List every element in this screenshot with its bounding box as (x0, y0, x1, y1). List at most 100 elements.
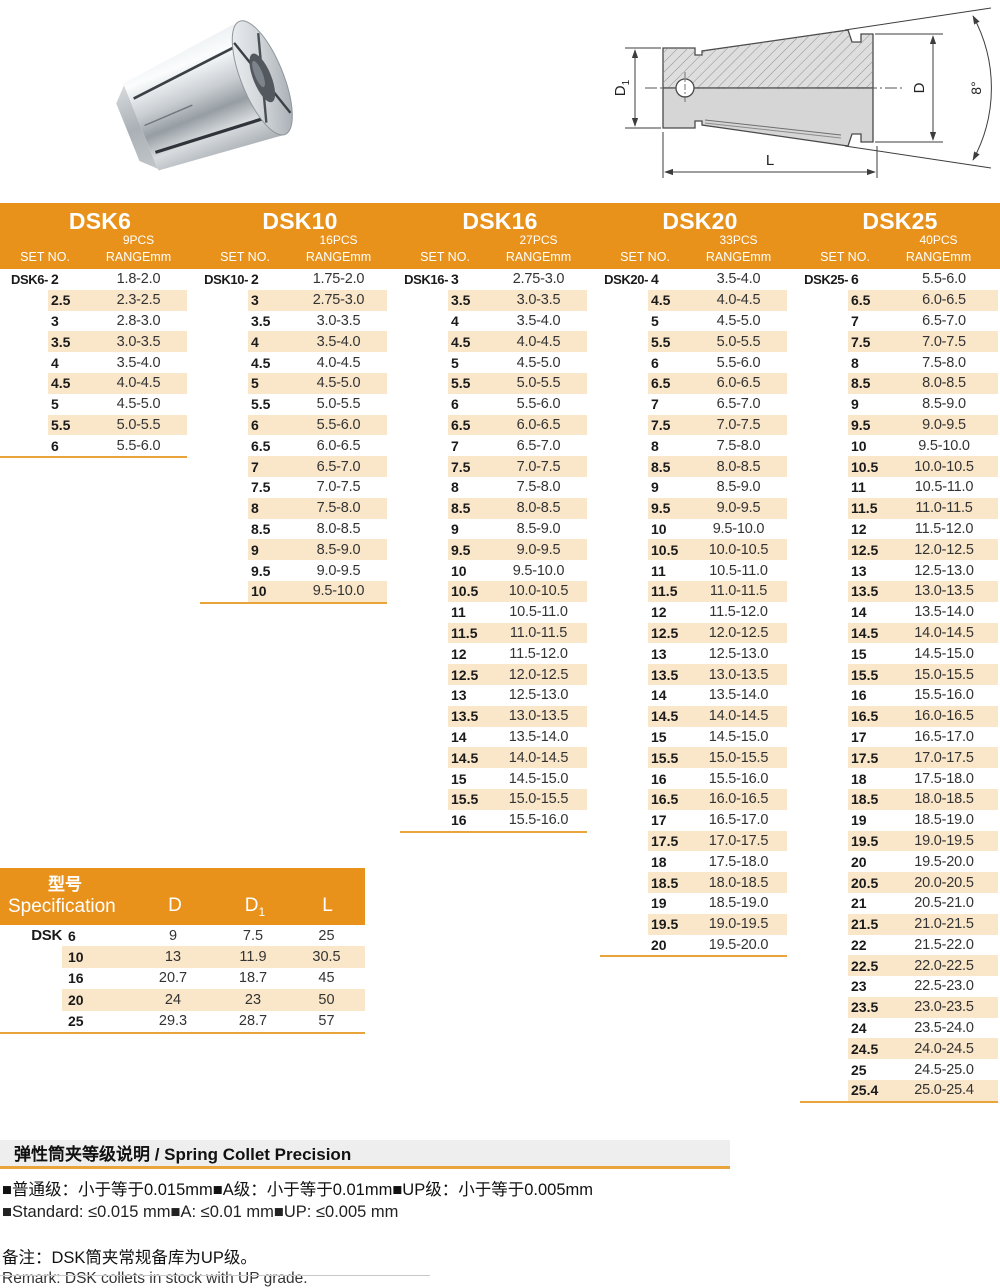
range-mm: 15.5-16.0 (914, 687, 974, 704)
row-cells: 11 10.5-11.0 (848, 477, 998, 498)
collet-table-body: DSK16- 3 2.75-3.0 3.5 3.0-3.5 4 3.5-4.0 4.5 4.0-… (400, 269, 587, 831)
spec-row-prefix: DSK (31, 927, 62, 945)
spec-d1-value: 28.7 (238, 1013, 268, 1030)
table-row: 10.5 10.0-10.5 (600, 539, 787, 561)
set-no: 18.5 (651, 874, 679, 891)
set-no: 15.5 (651, 749, 679, 766)
set-no: 10 (651, 520, 667, 537)
row-cells: 13.5 13.0-13.5 (448, 705, 587, 727)
row-cells: 4.5 4.0-4.5 (48, 372, 187, 394)
column-labels: SET NO. RANGEmm (200, 249, 400, 269)
row-cells: 4.5 4.0-4.5 (648, 289, 787, 311)
table-row: 9 8.5-9.0 (200, 539, 387, 561)
table-row: 25 24.5-25.0 (800, 1059, 998, 1080)
set-no: 14.5 (651, 708, 679, 725)
row-cells: 7 6.5-7.0 (848, 311, 998, 332)
row-cells: 20 19.5-20.0 (848, 851, 998, 872)
range-mm: 19.0-19.5 (708, 916, 769, 933)
table-row: 6 5.5-6.0 (200, 414, 387, 436)
row-cells: 20 24 23 50 (62, 989, 365, 1011)
row-cells: 8.5 8.0-8.5 (648, 456, 787, 477)
model-title: DSK6 (68, 208, 132, 234)
set-no: 24.5 (851, 1040, 879, 1057)
row-cells: 3.5 3.0-3.5 (48, 331, 187, 353)
pcs-count: 9PCS (122, 233, 155, 247)
row-cells: 4 3.5-4.0 (48, 352, 187, 373)
set-no: 11 (451, 604, 466, 621)
set-no: 15 (451, 770, 467, 787)
set-no: 9.5 (451, 541, 471, 558)
table-row: 3 2.8-3.0 (0, 311, 187, 332)
table-row: 15.5 15.0-15.5 (800, 664, 998, 685)
range-mm: 11.5-12.0 (914, 520, 974, 537)
range-mm: 13.5-14.0 (708, 687, 769, 704)
set-no: 2.5 (51, 292, 71, 309)
set-prefix: DSK10- (204, 271, 248, 287)
row-cells: 14.5 14.0-14.5 (848, 622, 998, 644)
range-mm: 16.5-17.0 (708, 812, 769, 829)
table-row: 13 12.5-13.0 (600, 643, 787, 664)
range-mm: 8.5-9.0 (716, 479, 761, 496)
collet-table-header: DSK10 16PCS SET NO. RANGEmm (200, 203, 400, 269)
row-cells: 16 15.5-16.0 (648, 768, 787, 789)
table-row: 9 8.5-9.0 (800, 394, 998, 415)
set-no: 21 (851, 895, 867, 912)
row-cells: 11 10.5-11.0 (648, 560, 787, 581)
range-mm: 19.0-19.5 (914, 832, 974, 849)
table-row: 4.5 4.0-4.5 (600, 289, 787, 311)
table-row: 5 4.5-5.0 (600, 311, 787, 332)
set-no: 7.5 (651, 416, 671, 433)
row-cells: 7.5 7.0-7.5 (648, 414, 787, 436)
table-row: 11.5 11.0-11.5 (400, 622, 587, 644)
pcs-count: 27PCS (519, 233, 558, 247)
table-row: 22 21.5-22.0 (800, 935, 998, 956)
table-row: 9.5 9.0-9.5 (600, 497, 787, 519)
table-row: 3.5 3.0-3.5 (200, 311, 387, 332)
set-no: 4 (651, 271, 659, 288)
range-mm: 8.0-8.5 (716, 458, 761, 475)
table-row: 6.5 6.0-6.5 (200, 435, 387, 456)
row-cells: 3 2.8-3.0 (48, 311, 187, 332)
set-no: 20.5 (851, 874, 879, 891)
range-mm: 9.0-9.5 (516, 541, 561, 558)
table-row: 21.5 21.0-21.5 (800, 913, 998, 935)
bottom-divider (0, 1275, 430, 1276)
table-row: 16.5 16.0-16.5 (800, 705, 998, 727)
row-cells: 17.5 17.0-17.5 (648, 830, 787, 852)
spec-d-value: 24 (164, 991, 182, 1008)
pcs-row: 16PCS (200, 234, 400, 249)
spec-body: DSK 6 9 7.5 25 10 13 11.9 30.5 16 20.7 18.7 45 20 24 23… (0, 925, 365, 1034)
set-no: 13.5 (851, 583, 879, 600)
table-row: 8 7.5-8.0 (600, 435, 787, 456)
spec-title-en: Specification (8, 896, 116, 917)
range-column-label: RANGEmm (705, 250, 772, 264)
set-no: 11 (651, 562, 666, 579)
column-labels: SET NO. RANGEmm (0, 249, 200, 269)
table-row: 6.5 6.0-6.5 (600, 372, 787, 394)
set-no: 4 (451, 312, 459, 329)
set-no: 9 (251, 541, 259, 558)
row-cells: 16 15.5-16.0 (448, 810, 587, 831)
range-mm: 22.5-23.0 (914, 978, 974, 995)
row-cells: 8.5 8.0-8.5 (248, 519, 387, 540)
row-cells: 24.5 24.0-24.5 (848, 1038, 998, 1060)
range-mm: 6.5-7.0 (316, 458, 361, 475)
range-mm: 19.5-20.0 (914, 853, 974, 870)
table-row: 10 9.5-10.0 (600, 519, 787, 540)
range-mm: 7.0-7.5 (516, 458, 561, 475)
row-cells: 20.5 20.0-20.5 (848, 872, 998, 893)
range-mm: 6.5-7.0 (716, 396, 761, 413)
set-prefix: DSK6- (10, 271, 48, 287)
range-mm: 3.0-3.5 (516, 292, 561, 309)
collet-table-body-frame: DSK20- 4 3.5-4.0 4.5 4.0-4.5 5 4.5-5.0 5.5 5.0-5… (600, 269, 787, 958)
range-mm: 10.5-11.0 (509, 604, 568, 621)
pcs-row: 40PCS (800, 234, 1000, 249)
set-no: 2 (51, 271, 59, 288)
row-cells: 20 19.5-20.0 (648, 935, 787, 956)
table-row: 19 18.5-19.0 (800, 810, 998, 831)
set-no: 5 (451, 354, 459, 371)
pcs-count: 33PCS (719, 233, 758, 247)
collet-body (116, 20, 293, 171)
set-no: 14.5 (851, 624, 879, 641)
row-cells: 15 14.5-15.0 (448, 768, 587, 789)
